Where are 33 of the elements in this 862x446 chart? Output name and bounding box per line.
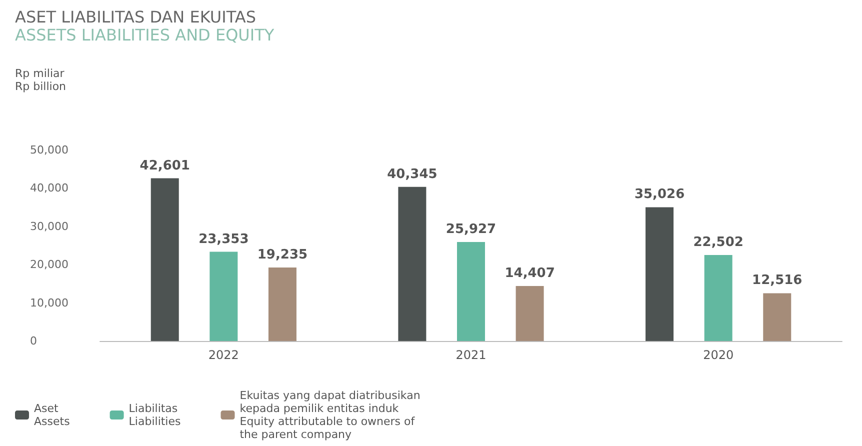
bar [268, 268, 296, 341]
bar [704, 255, 732, 341]
data-label: 14,407 [504, 266, 555, 281]
data-label: 35,026 [634, 187, 685, 202]
data-label: 23,353 [198, 232, 249, 247]
y-axis-title: Rp miliar Rp billion [15, 67, 66, 93]
x-tick-label: 2022 [208, 348, 239, 362]
x-tick-label: 2021 [456, 348, 486, 362]
y-tick-label: 20,000 [30, 258, 68, 272]
y-tick-label: 10,000 [30, 296, 68, 310]
bar [646, 207, 674, 341]
chart-title: ASET LIABILITAS DAN EKUITAS [15, 8, 256, 26]
data-label: 22,502 [693, 235, 744, 250]
legend-label: Liabilitas Liabilities [128, 402, 182, 428]
legend-label: Ekuitas yang dapat diatribusikan kepada pemilik entitas induk Equity attributable to owners of the parent company [240, 389, 420, 441]
data-label: 40,345 [387, 166, 438, 182]
legend-label: Aset Assets [34, 402, 70, 428]
chart-subtitle: ASSETS LIABILITIES AND EQUITY [15, 26, 274, 44]
y-tick-label: 0 [30, 334, 37, 348]
bar [457, 242, 485, 341]
bar [763, 293, 792, 341]
bar [516, 286, 544, 341]
y-tick-label: 40,000 [30, 182, 68, 195]
y-tick-label: 30,000 [30, 220, 68, 233]
x-tick-label: 2020 [703, 348, 734, 362]
data-label: 12,516 [752, 273, 802, 288]
data-label: 25,927 [446, 222, 496, 237]
bar [150, 178, 179, 341]
bar [398, 186, 426, 341]
data-label: 19,235 [257, 248, 308, 263]
y-tick-label: 50,000 [30, 144, 68, 156]
bar [210, 252, 238, 341]
data-label: 42,601 [140, 158, 190, 174]
